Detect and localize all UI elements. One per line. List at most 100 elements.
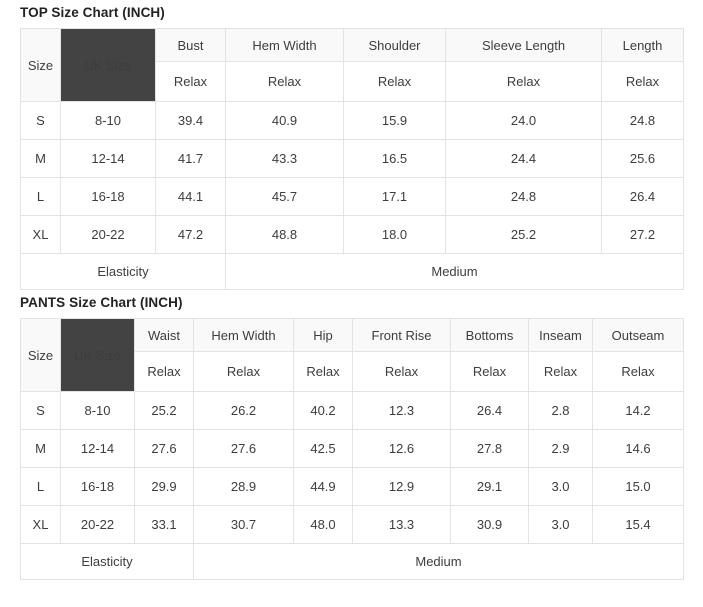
table-row: XL 20-22 33.1 30.7 48.0 13.3 30.9 3.0 15… — [20, 505, 684, 544]
cell-inseam: 2.9 — [528, 429, 593, 468]
cell-bust: 44.1 — [155, 177, 226, 216]
pants-table-body: S 8-10 25.2 26.2 40.2 12.3 26.4 2.8 14.2… — [20, 391, 684, 580]
top-table-body: S 8-10 39.4 40.9 15.9 24.0 24.8 M 12-14 … — [20, 101, 684, 290]
header-measure-bottoms: Bottoms — [450, 318, 529, 352]
table-row: M 12-14 27.6 27.6 42.5 12.6 27.8 2.9 14.… — [20, 429, 684, 468]
cell-size: L — [20, 467, 61, 506]
cell-sleeve-length: 24.0 — [445, 101, 602, 140]
cell-outseam: 15.4 — [592, 505, 684, 544]
cell-shoulder: 17.1 — [343, 177, 446, 216]
cell-bust: 47.2 — [155, 215, 226, 254]
cell-hip: 42.5 — [293, 429, 353, 468]
header-measure-shoulder: Shoulder — [343, 28, 446, 62]
header-fit-front-rise: Relax — [352, 351, 451, 392]
cell-hip: 44.9 — [293, 467, 353, 506]
cell-front-rise: 12.3 — [352, 391, 451, 430]
header-measure-hem-width: Hem Width — [225, 28, 344, 62]
table-header-row-names: Size UK Size Bust Hem Width Shoulder Sle… — [20, 28, 684, 102]
cell-hip: 48.0 — [293, 505, 353, 544]
cell-outseam: 14.2 — [592, 391, 684, 430]
table-row: S 8-10 39.4 40.9 15.9 24.0 24.8 — [20, 101, 684, 140]
header-measure-front-rise: Front Rise — [352, 318, 451, 352]
top-table-head: Size UK Size Bust Hem Width Shoulder Sle… — [20, 28, 684, 102]
header-fit-hip: Relax — [293, 351, 353, 392]
cell-size: S — [20, 391, 61, 430]
cell-outseam: 14.6 — [592, 429, 684, 468]
pants-size-chart-block: PANTS Size Chart (INCH) Size UK Size Wai… — [0, 290, 703, 580]
top-size-table: Size UK Size Bust Hem Width Shoulder Sle… — [20, 28, 684, 290]
pants-chart-title: PANTS Size Chart (INCH) — [20, 295, 183, 310]
table-row: L 16-18 44.1 45.7 17.1 24.8 26.4 — [20, 177, 684, 216]
elasticity-value: Medium — [193, 543, 684, 580]
cell-bottoms: 30.9 — [450, 505, 529, 544]
elasticity-label: Elasticity — [20, 253, 226, 290]
cell-size: L — [20, 177, 61, 216]
cell-bust: 39.4 — [155, 101, 226, 140]
cell-hem-width: 27.6 — [193, 429, 294, 468]
header-measure-hip: Hip — [293, 318, 353, 352]
cell-uk-size: 16-18 — [60, 467, 135, 506]
header-fit-bust: Relax — [155, 61, 226, 102]
cell-size: S — [20, 101, 61, 140]
elasticity-value: Medium — [225, 253, 684, 290]
cell-bust: 41.7 — [155, 139, 226, 178]
table-header-row-fit: Relax Relax Relax Relax Relax Relax Rela… — [21, 351, 684, 392]
cell-size: XL — [20, 215, 61, 254]
cell-waist: 27.6 — [134, 429, 194, 468]
cell-hem-width: 45.7 — [225, 177, 344, 216]
table-row: S 8-10 25.2 26.2 40.2 12.3 26.4 2.8 14.2 — [20, 391, 684, 430]
header-fit-sleeve-length: Relax — [445, 61, 602, 102]
cell-hem-width: 26.2 — [193, 391, 294, 430]
size-chart-page: TOP Size Chart (INCH) Size UK Size Bust … — [0, 5, 703, 580]
header-fit-length: Relax — [601, 61, 684, 102]
elasticity-row: Elasticity Medium — [20, 543, 684, 580]
elasticity-row: Elasticity Medium — [20, 253, 684, 290]
cell-uk-size: 20-22 — [60, 215, 156, 254]
cell-hem-width: 48.8 — [225, 215, 344, 254]
cell-sleeve-length: 24.4 — [445, 139, 602, 178]
header-measure-hem-width: Hem Width — [193, 318, 294, 352]
header-fit-bottoms: Relax — [450, 351, 529, 392]
header-fit-waist: Relax — [134, 351, 194, 392]
header-fit-inseam: Relax — [528, 351, 593, 392]
header-measure-inseam: Inseam — [528, 318, 593, 352]
header-size: Size — [20, 28, 61, 102]
header-fit-shoulder: Relax — [343, 61, 446, 102]
cell-sleeve-length: 24.8 — [445, 177, 602, 216]
cell-length: 25.6 — [601, 139, 684, 178]
table-row: XL 20-22 47.2 48.8 18.0 25.2 27.2 — [20, 215, 684, 254]
header-fit-outseam: Relax — [592, 351, 684, 392]
cell-length: 24.8 — [601, 101, 684, 140]
table-row: M 12-14 41.7 43.3 16.5 24.4 25.6 — [20, 139, 684, 178]
cell-uk-size: 12-14 — [60, 139, 156, 178]
cell-size: XL — [20, 505, 61, 544]
cell-shoulder: 16.5 — [343, 139, 446, 178]
cell-front-rise: 13.3 — [352, 505, 451, 544]
cell-hem-width: 43.3 — [225, 139, 344, 178]
elasticity-label: Elasticity — [20, 543, 194, 580]
cell-hip: 40.2 — [293, 391, 353, 430]
header-uk-size: UK Size — [60, 28, 156, 102]
cell-outseam: 15.0 — [592, 467, 684, 506]
cell-waist: 33.1 — [134, 505, 194, 544]
cell-uk-size: 16-18 — [60, 177, 156, 216]
table-header-row-fit: Relax Relax Relax Relax Relax — [21, 61, 684, 102]
cell-shoulder: 15.9 — [343, 101, 446, 140]
cell-uk-size: 8-10 — [60, 391, 135, 430]
header-measure-sleeve-length: Sleeve Length — [445, 28, 602, 62]
cell-uk-size: 12-14 — [60, 429, 135, 468]
cell-front-rise: 12.6 — [352, 429, 451, 468]
header-measure-waist: Waist — [134, 318, 194, 352]
cell-uk-size: 20-22 — [60, 505, 135, 544]
cell-bottoms: 27.8 — [450, 429, 529, 468]
table-row: L 16-18 29.9 28.9 44.9 12.9 29.1 3.0 15.… — [20, 467, 684, 506]
top-chart-title: TOP Size Chart (INCH) — [20, 5, 165, 20]
cell-hem-width: 40.9 — [225, 101, 344, 140]
cell-bottoms: 26.4 — [450, 391, 529, 430]
cell-front-rise: 12.9 — [352, 467, 451, 506]
cell-inseam: 3.0 — [528, 505, 593, 544]
header-fit-hem-width: Relax — [193, 351, 294, 392]
cell-waist: 29.9 — [134, 467, 194, 506]
cell-inseam: 2.8 — [528, 391, 593, 430]
cell-bottoms: 29.1 — [450, 467, 529, 506]
